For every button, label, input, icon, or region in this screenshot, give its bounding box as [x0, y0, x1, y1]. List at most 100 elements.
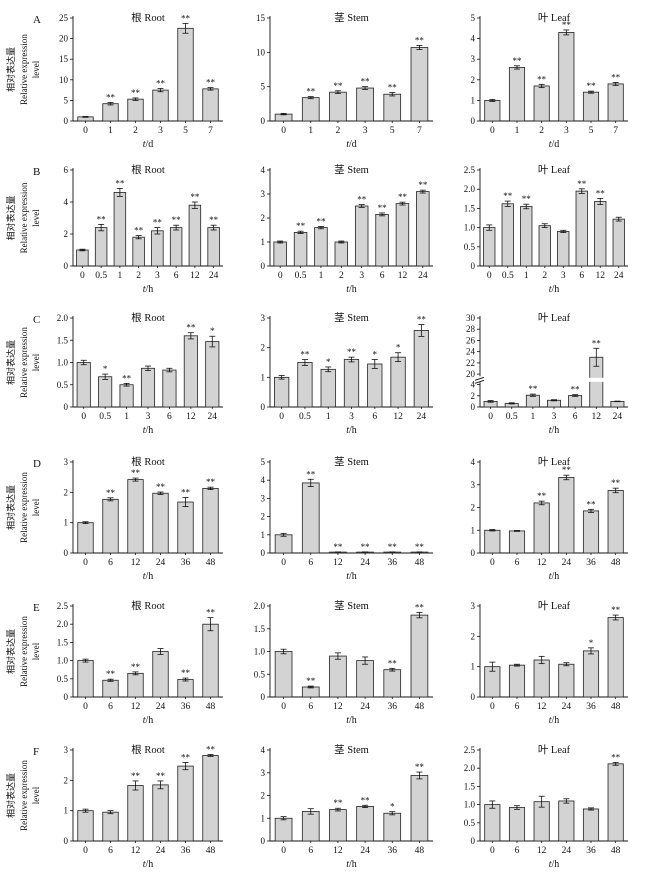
panel-title: 茎 Stem	[334, 744, 369, 756]
x-axis-variable: t	[549, 425, 552, 436]
x-tick-label: 48	[611, 702, 621, 712]
x-tick-label: 0	[490, 702, 495, 712]
x-tick-label: 12	[537, 702, 547, 712]
bar	[558, 663, 575, 698]
significance-label: **	[131, 468, 141, 478]
y-tick-label: 1.0	[57, 656, 69, 666]
bar	[132, 236, 145, 267]
x-tick-label: 12	[190, 271, 200, 281]
ylabel-en-line1: Relative expression	[19, 34, 29, 105]
axis-break-mark	[474, 376, 485, 381]
panel-title: 茎 Stem	[334, 164, 369, 176]
significance-label: **	[181, 752, 191, 762]
x-tick-label: 0	[83, 126, 88, 136]
x-axis-unit: /h	[146, 425, 154, 436]
y-tick-label: 22	[466, 358, 475, 368]
bar	[274, 817, 293, 842]
y-tick-label: 0	[261, 261, 266, 271]
y-tick-label: 5	[261, 457, 266, 467]
x-axis-variable: t	[346, 715, 349, 726]
ylabel-en-line1: Relative expression	[19, 616, 29, 687]
bar	[568, 395, 583, 408]
panel-0-2: 0 1 2 3 4 5 0 ** 1 ** 2 ** 3 ** 5 ** 7 t/d 叶 Leaf	[471, 12, 628, 150]
y-tick-label: 20	[466, 369, 476, 379]
x-tick-label: 0	[281, 846, 286, 856]
x-tick-label: 0.5	[99, 412, 111, 422]
bar	[273, 241, 287, 267]
x-tick-label: 24	[562, 846, 572, 856]
bar	[557, 231, 570, 267]
bar	[484, 804, 501, 842]
x-tick-label: 1	[319, 271, 324, 281]
bar	[293, 231, 308, 267]
bar	[102, 103, 119, 122]
significance-label: **	[562, 465, 572, 475]
significance-label: **	[611, 605, 621, 615]
x-axis-variable: t	[143, 715, 146, 726]
ylabel-en-line1: Relative expression	[19, 760, 29, 831]
bar	[356, 806, 374, 842]
bar	[329, 809, 347, 842]
x-axis-label: t/h	[549, 284, 560, 295]
x-axis-label: t/h	[143, 571, 154, 582]
bar	[152, 651, 169, 698]
y-tick-label: 1.0	[254, 647, 266, 657]
ylabel-cn: 相对表达量	[5, 47, 16, 92]
significance-label: **	[115, 178, 125, 188]
y-tick-label: 1	[471, 662, 476, 672]
bar	[508, 67, 526, 122]
significance-label: **	[209, 215, 219, 225]
x-tick-label: 3	[158, 126, 163, 136]
y-tick-label: 1	[64, 518, 69, 528]
bar	[202, 623, 219, 698]
significance-label: **	[206, 608, 216, 618]
y-tick-label: 2	[471, 391, 476, 401]
significance-label: **	[418, 180, 428, 190]
y-tick-label: 0.5	[57, 674, 69, 684]
y-tick-label: 3	[64, 745, 69, 755]
y-tick-label: 0	[261, 116, 266, 126]
x-tick-label: 12	[333, 702, 343, 712]
panel-1-2: 00.51.01.52.02.50**0.5**1 2 3**6**12 24t/h叶…	[464, 164, 628, 295]
panel-title: 根 Root	[131, 163, 165, 176]
panel-title: 叶 Leaf	[538, 164, 571, 176]
bar	[274, 376, 290, 408]
ylabel-en-line1: Relative expression	[19, 472, 29, 543]
y-tick-label: 0.5	[464, 818, 476, 828]
x-tick-label: 24	[208, 412, 218, 422]
significance-label: **	[415, 762, 425, 772]
x-tick-label: 36	[586, 846, 596, 856]
x-tick-label: 6	[108, 846, 113, 856]
x-tick-label: 24	[418, 271, 428, 281]
bar	[484, 100, 501, 122]
significance-label: **	[592, 338, 602, 348]
significance-label: **	[106, 92, 116, 102]
x-tick-label: 7	[417, 126, 422, 136]
bar	[410, 47, 429, 122]
bar	[77, 522, 94, 554]
x-tick-label: 0	[281, 126, 286, 136]
bar	[354, 205, 369, 267]
x-axis-unit: /h	[552, 284, 560, 295]
x-tick-label: 6	[515, 558, 520, 568]
y-tick-label: 2.0	[254, 601, 266, 611]
x-tick-label: 6	[167, 412, 172, 422]
y-tick-label: 0	[261, 402, 266, 412]
bar	[612, 218, 625, 267]
x-tick-label: 24	[209, 271, 219, 281]
y-tick-label: 0	[64, 836, 69, 846]
bar	[558, 32, 575, 122]
bar	[383, 93, 402, 122]
x-axis-unit: /h	[146, 715, 154, 726]
y-tick-label: 0	[471, 116, 476, 126]
y-tick-label: 4	[261, 165, 266, 175]
x-axis-label: t/h	[549, 571, 560, 582]
x-axis-unit: /h	[552, 715, 560, 726]
significance-label: **	[333, 81, 343, 91]
significance-label: **	[181, 487, 191, 497]
significance-label: *	[396, 343, 401, 353]
significance-label: *	[589, 638, 594, 648]
